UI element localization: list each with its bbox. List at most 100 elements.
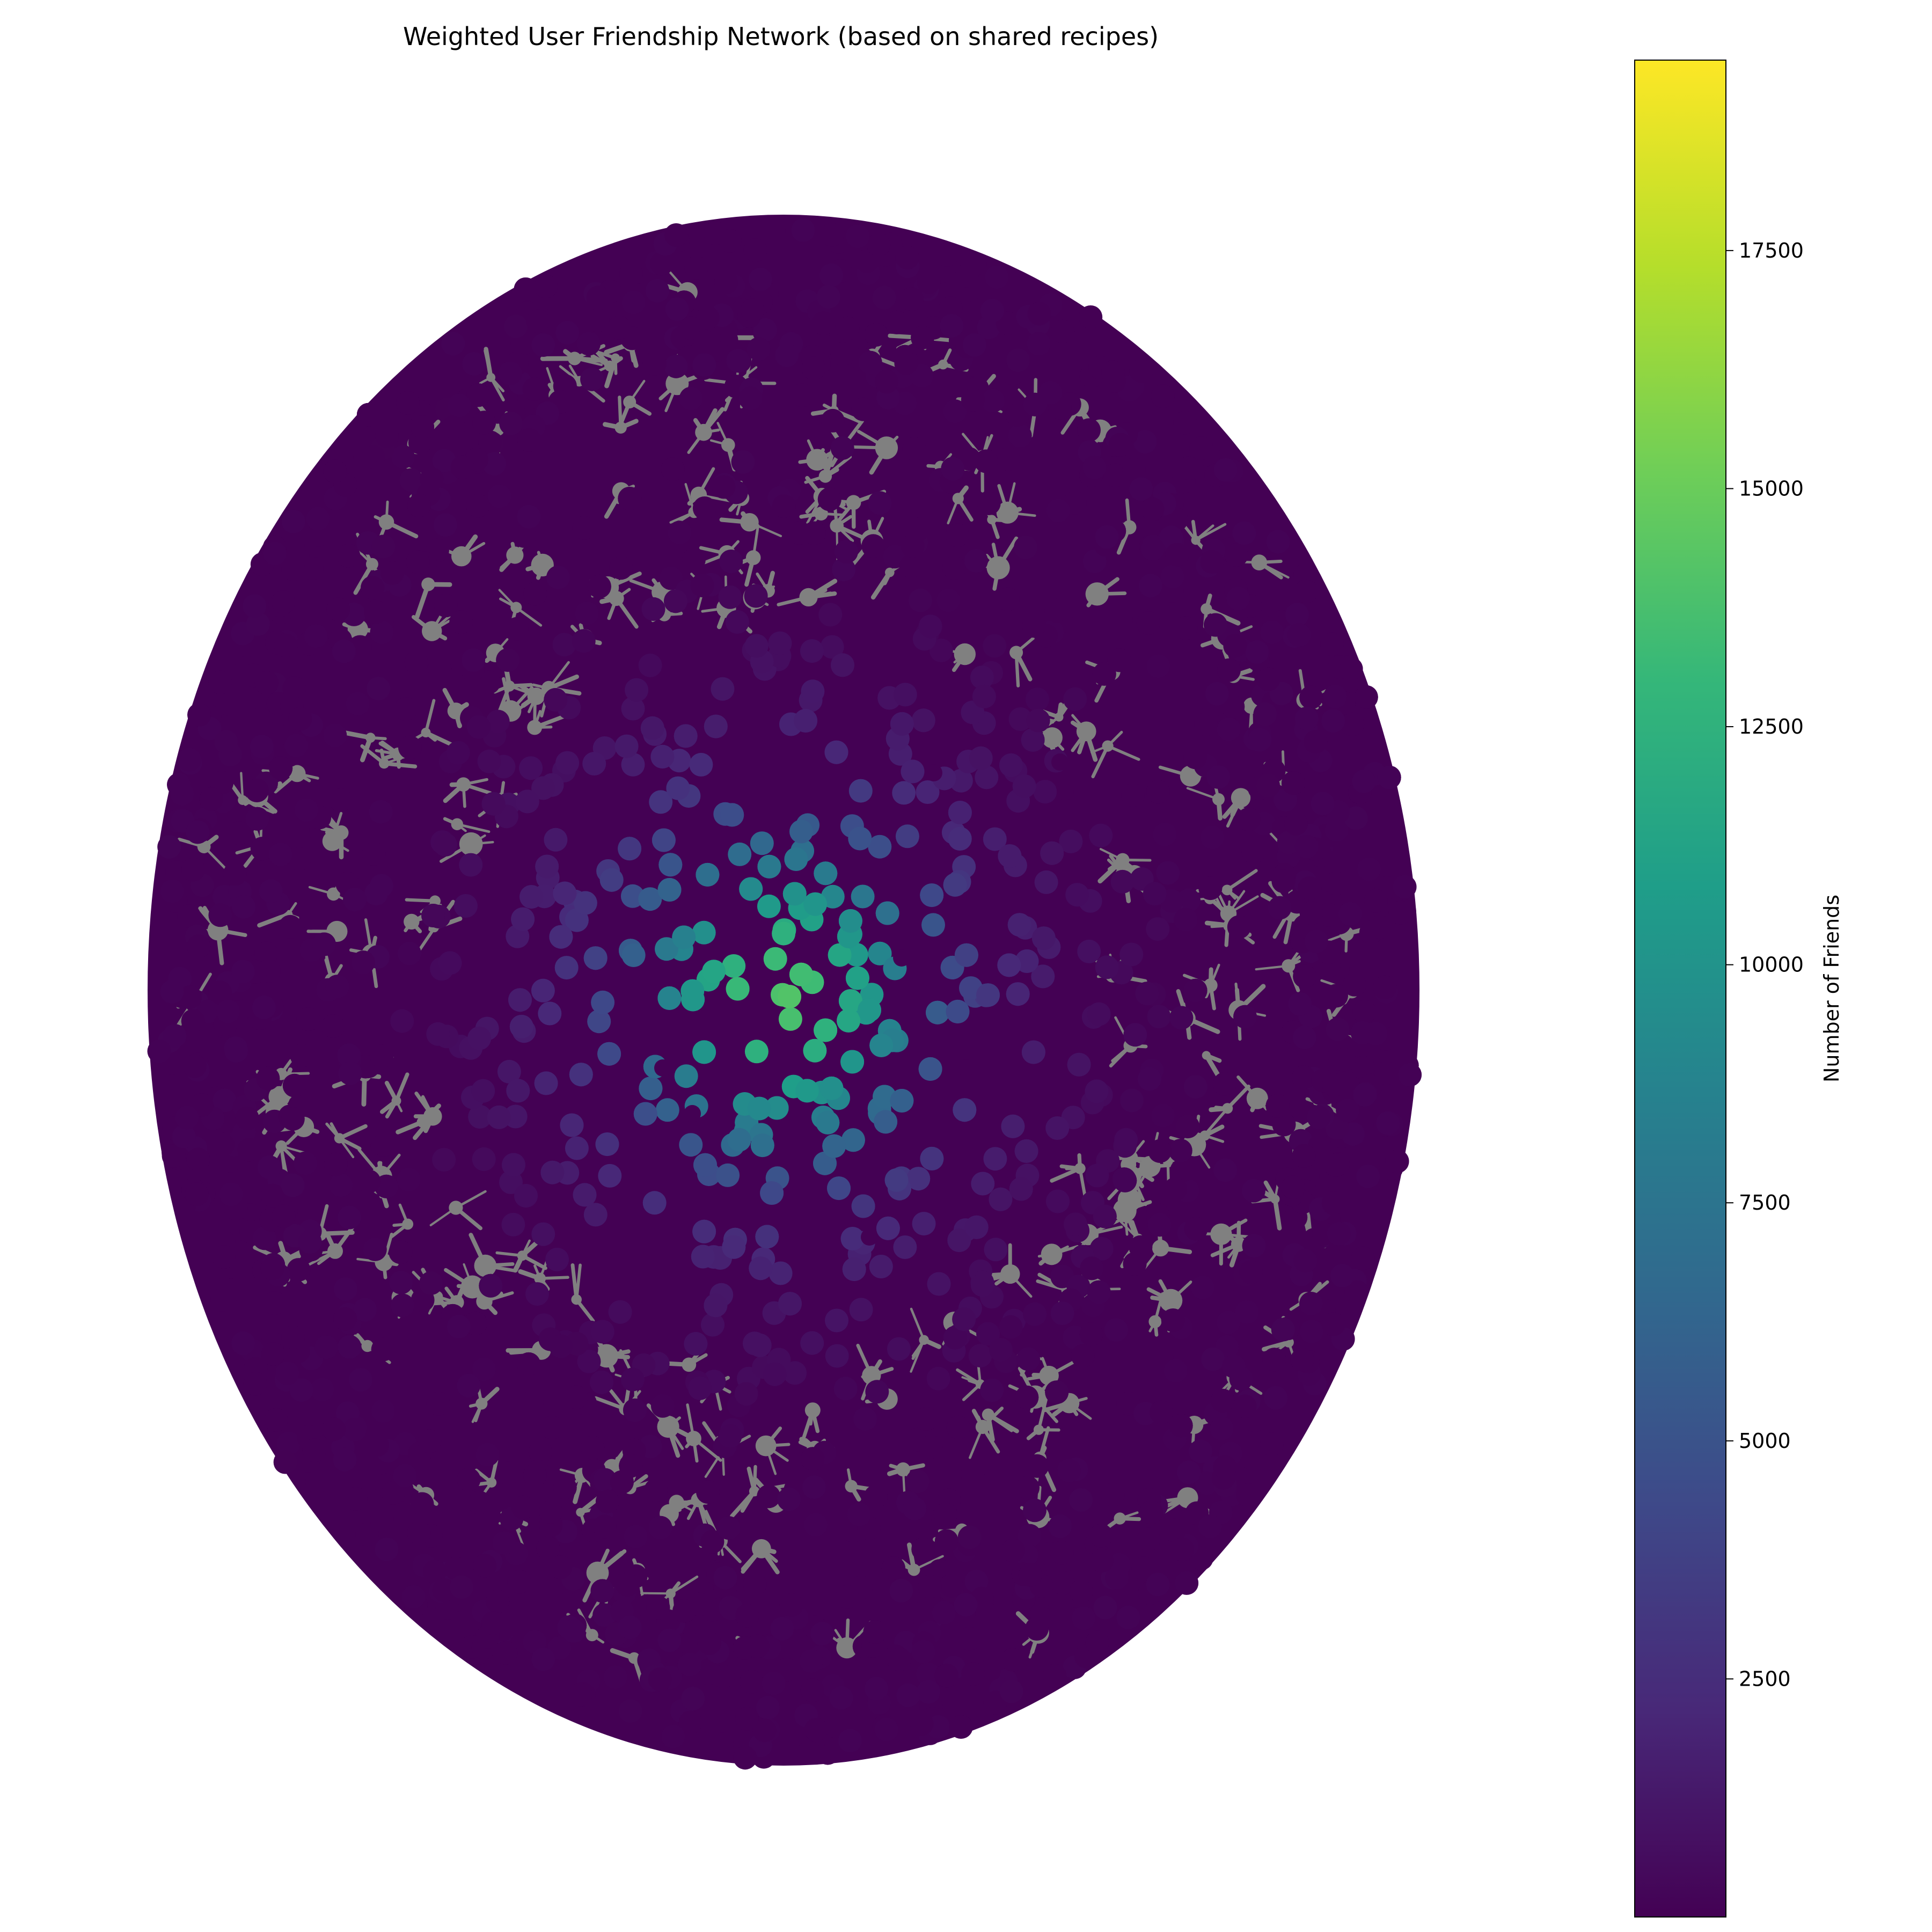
network-node: [710, 1732, 734, 1757]
network-node: [587, 1009, 611, 1034]
network-node: [1217, 658, 1241, 682]
network-node: [592, 1514, 617, 1539]
network-node: [1176, 1115, 1200, 1139]
network-node: [875, 370, 899, 394]
network-node: [1040, 841, 1064, 865]
network-node: [642, 352, 667, 376]
network-node: [1051, 1571, 1075, 1595]
network-node: [353, 1298, 377, 1322]
network-node: [555, 320, 580, 345]
edge-gap: [1107, 1511, 1141, 1528]
network-node: [800, 1331, 824, 1355]
network-node: [775, 343, 799, 367]
network-node: [810, 1622, 834, 1645]
network-node: [650, 252, 674, 276]
network-node: [957, 1627, 982, 1651]
network-node: [553, 881, 577, 905]
network-node: [1324, 818, 1349, 842]
network-node: [432, 449, 456, 473]
network-node: [914, 1407, 938, 1431]
network-node: [1173, 411, 1197, 435]
network-node: [887, 1337, 911, 1361]
network-node: [520, 1390, 544, 1414]
network-node: [208, 670, 232, 694]
network-node: [728, 842, 752, 866]
network-node: [503, 1104, 528, 1129]
network-node: [976, 1322, 1000, 1346]
network-node: [828, 943, 852, 967]
network-node: [446, 741, 470, 765]
network-node: [1256, 773, 1280, 797]
network-node: [1085, 1079, 1109, 1103]
network-node: [911, 1537, 935, 1561]
network-node: [824, 740, 848, 764]
network-node: [1321, 1191, 1345, 1215]
network-node: [802, 1475, 826, 1499]
network-node: [975, 1602, 999, 1626]
network-node: [821, 408, 845, 433]
network-node: [1031, 926, 1056, 950]
network-node: [506, 1079, 530, 1103]
colorbar-tick-label: 2500: [1739, 1667, 1791, 1690]
network-node: [1293, 1249, 1318, 1273]
network-node: [712, 475, 736, 499]
network-node: [970, 665, 994, 690]
network-node: [961, 387, 985, 412]
network-node: [903, 1497, 927, 1520]
network-node: [984, 1238, 1008, 1262]
network-node: [957, 1525, 982, 1549]
network-node: [1148, 1139, 1172, 1163]
network-node: [865, 1677, 888, 1701]
network-node: [943, 873, 967, 897]
network-node: [553, 1475, 577, 1499]
network-node: [1304, 929, 1328, 953]
network-node: [1021, 728, 1045, 752]
network-node: [661, 457, 685, 481]
network-node: [996, 447, 1020, 471]
network-node: [367, 677, 391, 700]
network-node: [545, 1247, 569, 1271]
network-node: [672, 925, 696, 949]
network-node: [657, 986, 682, 1010]
network-node: [517, 428, 541, 452]
network-node: [640, 716, 664, 740]
network-node: [998, 844, 1022, 868]
network-node: [211, 1245, 236, 1269]
network-node: [394, 697, 418, 721]
network-node: [1026, 687, 1049, 712]
network-node: [1146, 780, 1170, 804]
network-node: [1272, 1113, 1296, 1137]
network-node: [818, 603, 843, 627]
edge-gap: [446, 534, 486, 567]
network-node: [321, 1014, 345, 1038]
network-node: [284, 734, 308, 758]
network-node: [1256, 667, 1280, 691]
network-node: [1168, 1139, 1192, 1163]
network-node: [1008, 707, 1033, 731]
network-node: [399, 468, 423, 492]
network-node: [684, 1332, 708, 1356]
network-node: [750, 831, 774, 855]
network-node: [814, 1018, 838, 1042]
network-node: [697, 1661, 721, 1685]
network-node: [801, 1447, 825, 1471]
network-node: [718, 585, 742, 609]
network-node: [748, 267, 772, 291]
network-node: [726, 349, 750, 373]
network-node: [1221, 1355, 1246, 1379]
network-node: [917, 1680, 941, 1704]
network-node: [1120, 1088, 1144, 1113]
network-node: [970, 1273, 994, 1297]
network-node: [333, 1277, 357, 1301]
network-node: [569, 1063, 593, 1087]
network-node: [1103, 463, 1128, 487]
network-node: [943, 399, 967, 423]
network-node: [657, 878, 682, 902]
network-node: [282, 676, 306, 700]
network-node: [763, 947, 787, 971]
network-node: [782, 882, 807, 906]
network-node: [357, 1169, 381, 1194]
network-node: [568, 1682, 592, 1707]
network-node: [1284, 811, 1308, 836]
network-node: [800, 1678, 824, 1702]
